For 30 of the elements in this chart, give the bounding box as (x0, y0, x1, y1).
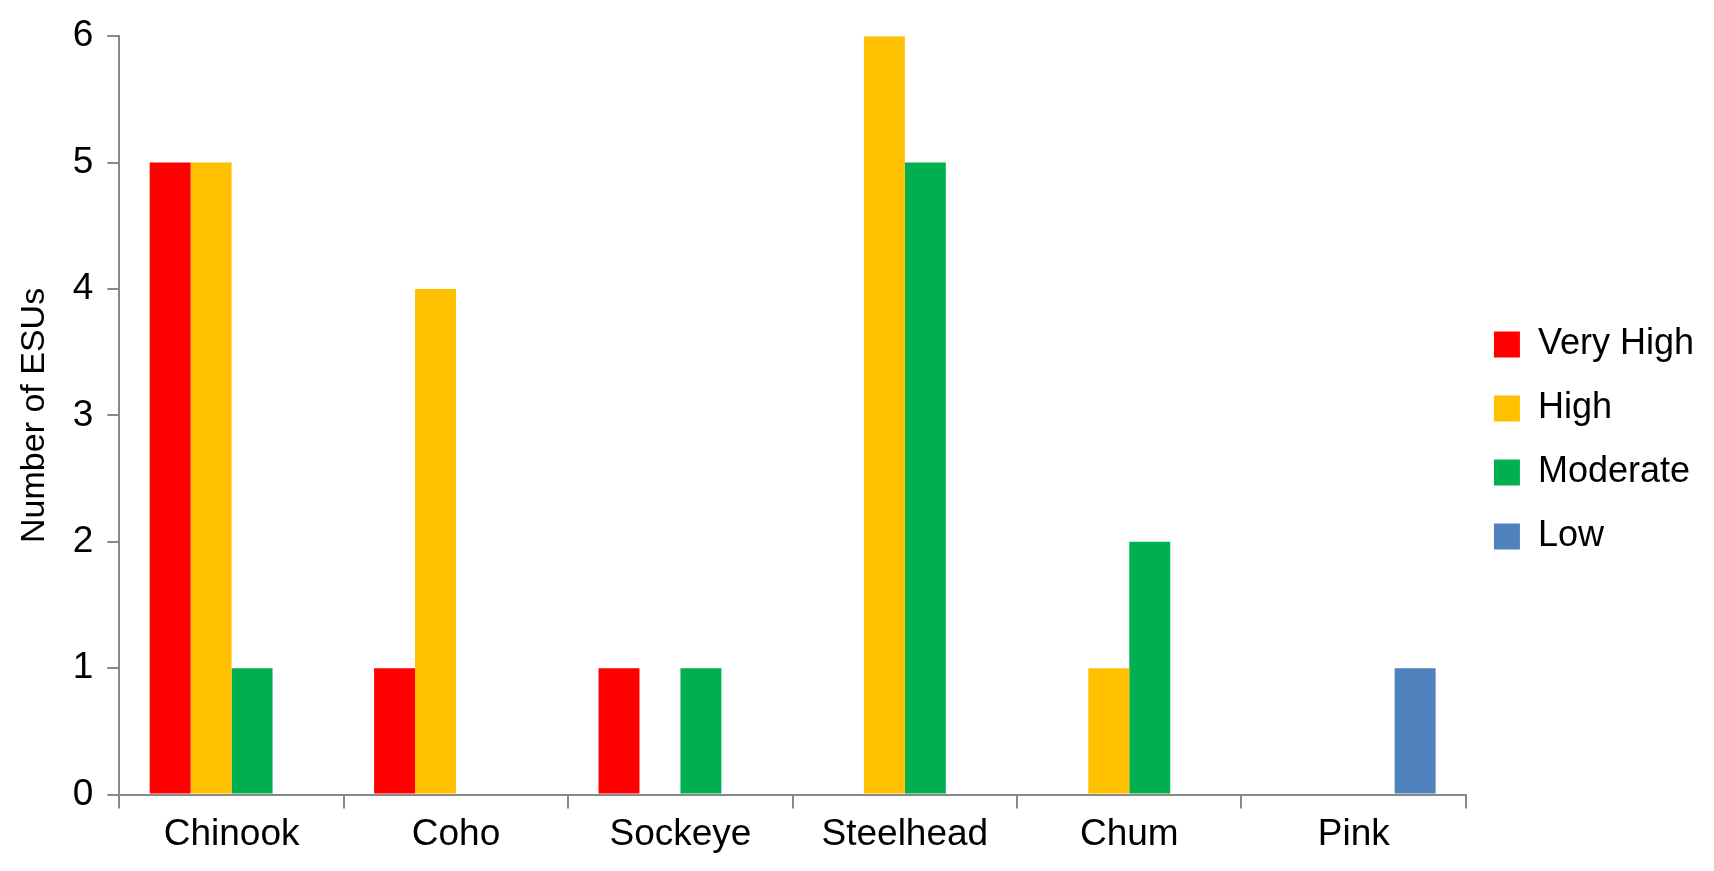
bar (598, 668, 640, 794)
legend-label: Moderate (1537, 449, 1691, 491)
x-tick-label: Pink (1317, 812, 1391, 853)
x-tick-label: Steelhead (821, 812, 989, 853)
x-tick-label: Chum (1079, 812, 1179, 853)
bar (415, 289, 457, 794)
x-tick-label: Sockeye (609, 812, 752, 853)
bar (680, 668, 722, 794)
y-tick-label: 6 (72, 13, 94, 55)
legend-label: Low (1537, 513, 1605, 555)
bar (1088, 668, 1130, 794)
y-tick-label: 5 (72, 139, 94, 181)
bar (190, 162, 232, 794)
bar (231, 668, 273, 794)
bar (374, 668, 416, 794)
y-tick-label: 2 (72, 519, 94, 560)
x-tick-label: Chinook (163, 812, 300, 853)
legend-label: High (1537, 385, 1612, 427)
bar (1129, 541, 1171, 794)
x-tick-label: Coho (411, 812, 501, 853)
y-tick-label: 4 (72, 266, 94, 308)
bar (863, 36, 905, 794)
y-tick-label: 1 (72, 645, 94, 687)
y-axis-title: Number of ESUs (12, 287, 51, 543)
legend-label: Very High (1537, 321, 1694, 363)
bar (149, 162, 191, 794)
bar (1394, 668, 1436, 794)
bar (904, 162, 946, 794)
y-tick-label: 3 (72, 392, 94, 434)
y-tick-label: 0 (72, 771, 94, 813)
